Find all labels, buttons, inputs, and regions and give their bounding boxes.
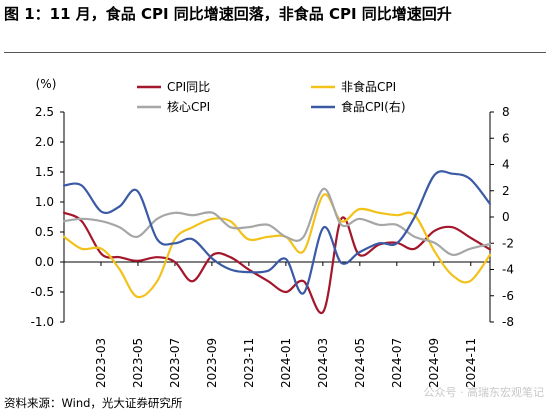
right-tick-label: -6 (502, 289, 514, 303)
right-tick-label: -8 (502, 315, 514, 329)
x-tick-label: 2024-09 (427, 338, 441, 388)
x-tick-label: 2024-11 (464, 338, 478, 388)
series-line (62, 170, 492, 295)
title-divider (4, 52, 546, 53)
left-tick-label: 1.0 (35, 195, 54, 209)
left-tick-label: -1.0 (31, 315, 54, 329)
series-line (62, 187, 492, 257)
left-tick-label: 2.5 (35, 105, 54, 119)
series-line (62, 193, 492, 299)
x-tick-label: 2023-09 (205, 338, 219, 388)
x-tick-label: 2024-01 (279, 338, 293, 388)
right-tick-label: 6 (502, 131, 510, 145)
right-tick-label: 2 (502, 184, 510, 198)
x-tick-label: 2024-05 (353, 338, 367, 388)
right-tick-label: 0 (502, 210, 510, 224)
left-tick-label: 1.5 (35, 165, 54, 179)
left-tick-label: 0.0 (35, 255, 54, 269)
legend-label: 非食品CPI (341, 79, 396, 94)
source-note: 资料来源：Wind，光大证券研究所 (4, 396, 183, 410)
series-line (62, 211, 492, 315)
x-tick-label: 2024-07 (390, 338, 404, 388)
legend-label: 核心CPI (167, 100, 210, 114)
x-tick-label: 2024-03 (316, 338, 330, 388)
left-axis-unit: (%) (36, 77, 57, 91)
legend-label: 食品CPI(右) (341, 99, 406, 114)
left-tick-label: 2.0 (35, 135, 54, 149)
right-tick-label: 4 (502, 158, 510, 172)
right-tick-label: -4 (502, 263, 514, 277)
right-tick-label: 8 (502, 105, 510, 119)
left-tick-label: 0.5 (35, 225, 54, 239)
legend-label: CPI同比 (167, 80, 210, 94)
x-tick-label: 2023-05 (131, 338, 145, 388)
x-tick-label: 2023-11 (242, 338, 256, 388)
left-tick-label: -0.5 (31, 285, 54, 299)
watermark: 公众号 · 高瑞东宏观笔记 (423, 386, 545, 399)
x-tick-label: 2023-07 (168, 338, 182, 388)
right-tick-label: -2 (502, 236, 514, 250)
x-tick-label: 2023-03 (94, 338, 108, 388)
chart-title: 图 1：11 月，食品 CPI 同比增速回落，非食品 CPI 同比增速回升 (4, 5, 452, 23)
